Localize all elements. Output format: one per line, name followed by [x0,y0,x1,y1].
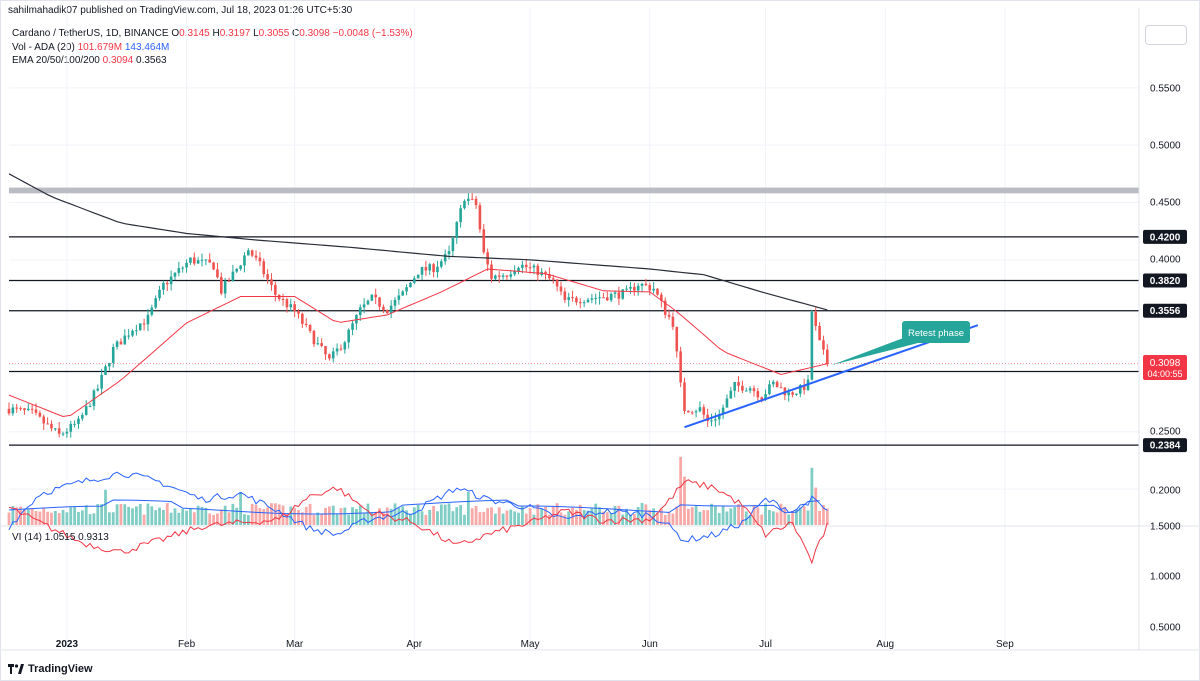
ohlc-close: 0.3098 [299,28,330,39]
tradingview-logo-icon [8,664,24,674]
symbol-line: Cardano / TetherUS, 1D, BINANCE O0.3145 … [12,27,413,41]
ohlc-close-label: C [292,28,300,39]
ohlc-high-label: H [212,28,220,39]
ema200-value: 0.3563 [136,55,167,66]
ohlc-open: 0.3145 [179,28,210,39]
ema20-value: 0.3094 [102,55,134,66]
ohlc-open-label: O [171,28,180,39]
brand-name: TradingView [28,663,93,675]
volume-value: 101.679M [77,41,123,53]
ohlc-low: 0.3055 [258,28,290,39]
ema-label[interactable]: EMA 20/50/100/200 [12,55,100,66]
vi-plus-value: 1.0515 [44,532,76,543]
volume-ma-value: 143.464M [124,41,170,53]
vi-minus-value: 0.9313 [78,532,109,543]
vi-legend: VI (14) 1.0515 0.9313 [12,532,109,543]
published-line: sahilmahadik07 published on TradingView.… [8,5,353,16]
chart-legend: Cardano / TetherUS, 1D, BINANCE O0.3145 … [12,27,413,68]
volume-label[interactable]: Vol - ADA (20) [12,41,75,53]
ema-line: EMA 20/50/100/200 0.3094 0.3563 [12,54,413,68]
ohlc-high: 0.3197 [219,28,251,39]
ohlc-change: −0.0048 (−1.53%) [332,28,413,39]
tradingview-brand[interactable]: TradingView [8,663,93,675]
chart-settings-button[interactable] [1145,25,1187,45]
ohlc-low-label: L [253,28,259,39]
symbol-name[interactable]: Cardano / TetherUS, 1D, BINANCE [12,28,169,39]
volume-line: Vol - ADA (20) 101.679M 143.464M [12,41,413,55]
vi-label[interactable]: VI (14) [12,532,43,543]
